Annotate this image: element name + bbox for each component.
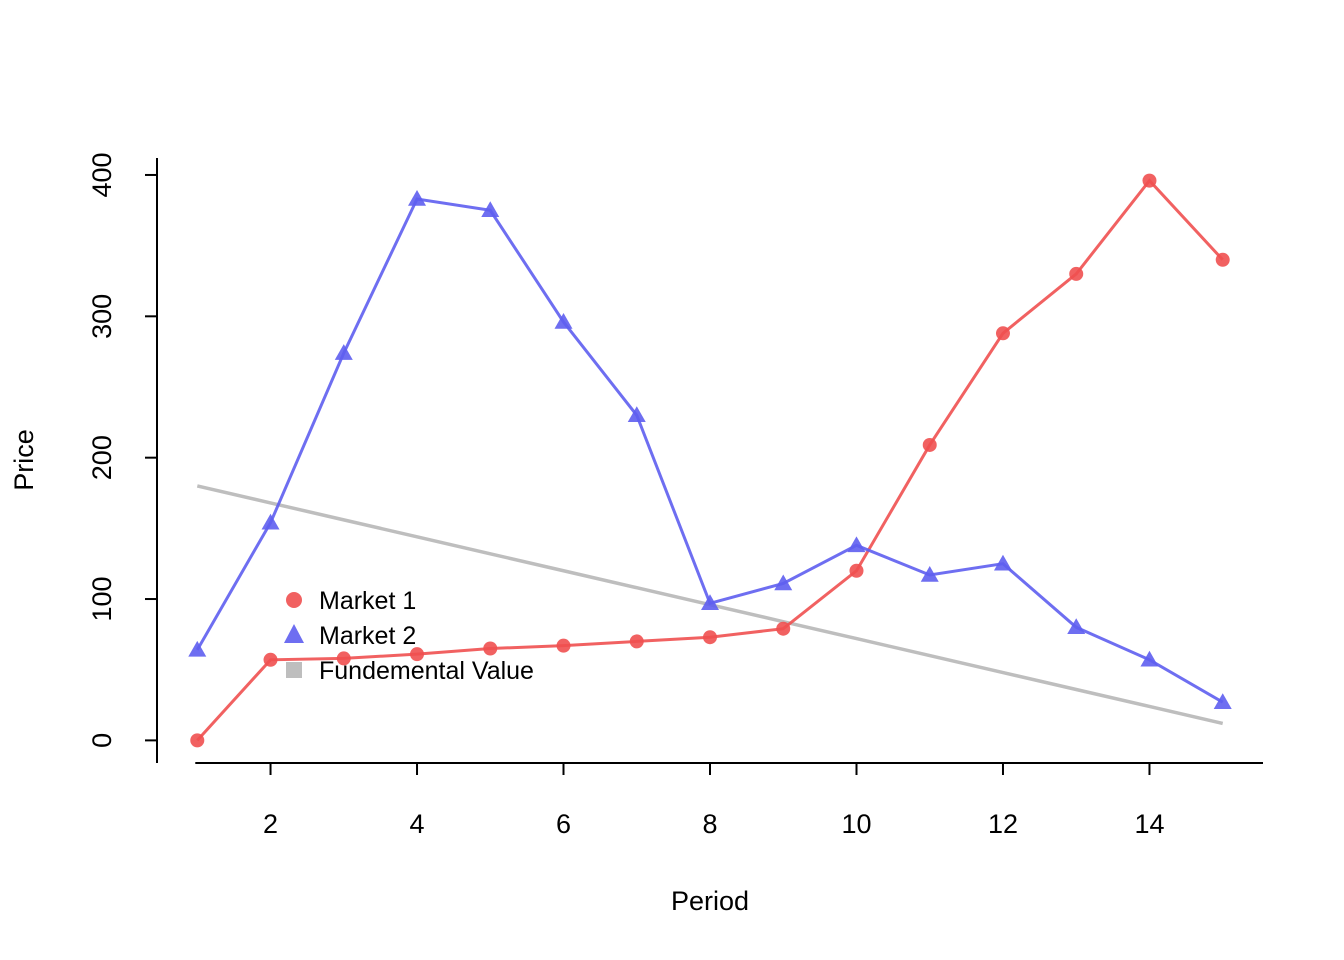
data-point: [334, 344, 353, 360]
data-point: [1069, 266, 1084, 281]
data-point: [408, 189, 427, 206]
x-axis-title: Period: [671, 886, 749, 916]
data-point: [556, 638, 571, 653]
legend-label: Market 1: [319, 587, 416, 615]
data-point: [554, 312, 573, 329]
data-point: [627, 406, 646, 423]
data-point: [849, 563, 864, 578]
data-point: [701, 594, 719, 611]
data-point: [1213, 693, 1232, 709]
data-point: [410, 647, 425, 662]
legend-symbol: [286, 592, 302, 608]
y-axis-title: Price: [9, 429, 39, 491]
data-point: [188, 640, 207, 657]
data-point: [263, 652, 278, 667]
legend-symbol: [286, 662, 302, 678]
data-point: [261, 513, 280, 530]
y-tick-label: 400: [87, 152, 117, 197]
x-tick-label: 6: [556, 809, 571, 839]
data-point: [336, 651, 351, 666]
y-tick-label: 300: [87, 294, 117, 339]
data-point: [920, 565, 939, 582]
y-tick-label: 100: [87, 576, 117, 621]
data-point: [922, 437, 937, 452]
legend-symbol: [284, 624, 304, 643]
legend-label: Market 2: [319, 622, 416, 650]
data-point: [703, 630, 717, 645]
data-point: [1140, 650, 1159, 667]
series-layer: [188, 173, 1232, 748]
data-point: [995, 326, 1010, 341]
x-tick-label: 2: [263, 809, 278, 839]
y-tick-label: 0: [87, 733, 117, 748]
legend: Market 1 Market 2 Fundemental Value: [284, 587, 534, 685]
x-tick-label: 14: [1134, 809, 1164, 839]
data-point: [1142, 173, 1157, 188]
data-point: [847, 536, 866, 553]
axes-layer: 2 4 6 8 10 12 14 0 100 200 300 400: [87, 152, 1263, 839]
data-point: [1067, 618, 1086, 635]
data-point: [776, 621, 791, 636]
x-tick-label: 10: [841, 809, 871, 839]
data-point: [993, 554, 1012, 571]
y-tick-label: 200: [87, 435, 117, 480]
x-tick-label: 8: [702, 809, 717, 839]
data-point: [481, 201, 500, 218]
data-point: [1215, 252, 1230, 267]
data-point: [629, 634, 644, 649]
data-point: [190, 733, 205, 748]
series-market-2: [188, 189, 1232, 709]
data-point: [483, 641, 498, 656]
data-point: [774, 574, 793, 591]
legend-label: Fundemental Value: [319, 657, 534, 685]
series-market-1: [190, 173, 1230, 748]
x-tick-label: 12: [988, 809, 1018, 839]
x-tick-label: 4: [410, 809, 425, 839]
